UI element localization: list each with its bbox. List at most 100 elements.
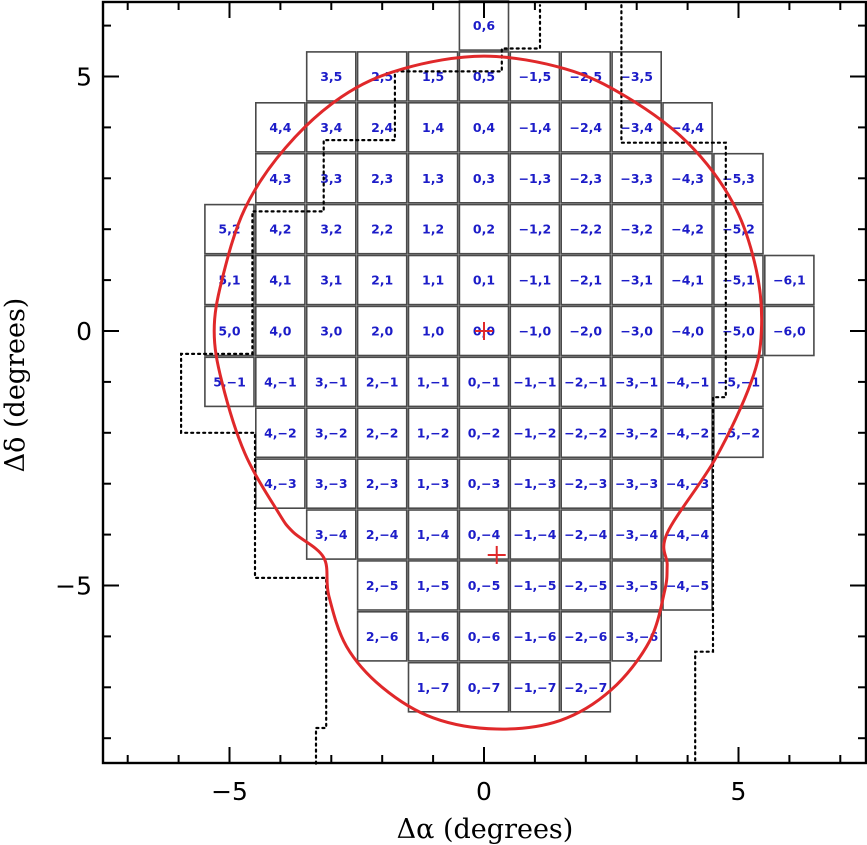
field-tile [458,254,510,306]
field-tile [509,305,561,357]
field-tile [560,254,612,306]
field-tile-label: −4,1 [671,273,704,288]
red-boundary [212,54,764,731]
x-tick-label: 0 [476,777,492,806]
field-tile-label: −4,4 [671,120,704,135]
field-tile [407,254,459,306]
field-tile-label: −2,−4 [564,527,607,542]
field-tile [356,407,408,459]
field-tile-label: −3,−5 [615,578,658,593]
field-tile-label: 1,−7 [417,680,450,695]
field-tile [662,305,713,357]
field-tile-label: 1,4 [422,120,444,135]
field-tile-label: 3,3 [320,171,342,186]
field-tile [255,356,306,408]
field-tile-label: −4,−4 [666,527,709,542]
field-tile-label: −5,1 [722,273,755,288]
field-tile-label: 1,5 [422,69,444,84]
field-tile-label: −1,3 [519,171,552,186]
field-tile [356,203,408,255]
field-tile [560,610,612,662]
field-tile [509,254,561,306]
field-tile [407,305,459,357]
field-tile-label: 2,−4 [366,527,399,542]
field-tile [407,203,459,255]
field-tile-label: 0,−6 [468,629,501,644]
field-tile-label: 0,6 [473,18,495,33]
field-tile-label: 0,−7 [468,680,501,695]
field-tile [356,356,408,408]
field-tile-label: 4,1 [269,273,291,288]
field-tile-label: −3,−6 [615,629,658,644]
field-tile [560,102,612,153]
field-tile [611,203,662,255]
field-tile [356,560,408,611]
tick-labels-layer: −5 0 5 5 0 −5 [55,63,746,807]
field-tile [204,305,255,357]
dotted-boundary-1 [180,4,542,765]
field-tile [356,152,408,204]
field-tile-label: 2,−3 [366,476,399,491]
field-tile [305,305,357,357]
field-tile [509,458,561,510]
field-tile-label: 3,0 [320,324,342,339]
field-tile [407,560,459,611]
field-tile-label: −3,−4 [615,527,658,542]
field-tile-label: 1,1 [422,273,444,288]
field-tile-label: −2,0 [569,324,602,339]
field-tile-label: −1,−1 [513,374,556,389]
field-tile-label: −3,4 [620,120,653,135]
field-tile-label: −4,2 [671,222,704,237]
field-tile [560,560,612,611]
field-tile-label: −2,−7 [564,680,607,695]
field-tile-label: −6,1 [773,273,806,288]
field-tile [356,102,408,153]
field-tile-label: −2,−6 [564,629,607,644]
field-tile-label: 4,−2 [264,425,297,440]
field-tile [662,509,713,560]
field-tile-label: 4,3 [269,171,291,186]
field-tile [509,560,561,611]
field-tile [356,610,408,662]
field-tile-label: −5,3 [722,171,755,186]
field-tile [356,51,408,102]
field-tile [560,356,612,408]
field-tile [611,356,662,408]
field-tile-label: 3,2 [320,222,342,237]
field-tile-label: 5,−1 [213,374,246,389]
field-tile [560,305,612,357]
red-boundary-layer [212,54,764,731]
field-tile-label: −2,3 [569,171,602,186]
field-tile [356,254,408,306]
field-tile [611,407,662,459]
field-tile-label: 4,−1 [264,374,297,389]
field-tile-label: −3,1 [620,273,653,288]
field-tile [458,305,510,357]
field-tile-label: 2,0 [371,324,393,339]
field-tile-label: −1,−3 [513,476,556,491]
y-tick-label: 0 [76,317,92,346]
field-tile [509,610,561,662]
field-tile [713,203,764,255]
field-tile [611,305,662,357]
field-tile-label: 4,4 [269,120,291,135]
field-tile [255,203,306,255]
field-tile-label: 4,2 [269,222,291,237]
field-tile [255,407,306,459]
field-tile-label: 1,3 [422,171,444,186]
field-tile-label: 4,−3 [264,476,297,491]
field-tile [407,458,459,510]
field-tile-label: 0,−5 [468,578,501,593]
field-tile [356,305,408,357]
field-tile [305,51,357,102]
field-tile [407,152,459,204]
field-tile-label: 2,−6 [366,629,399,644]
field-tile [407,51,459,102]
field-tile [255,254,306,306]
field-tile-label: −3,2 [620,222,653,237]
field-tile [458,661,510,713]
field-tile-label: 1,0 [422,324,444,339]
field-tile [713,407,764,459]
field-tile-label: 2,2 [371,222,393,237]
field-tile [662,407,713,459]
